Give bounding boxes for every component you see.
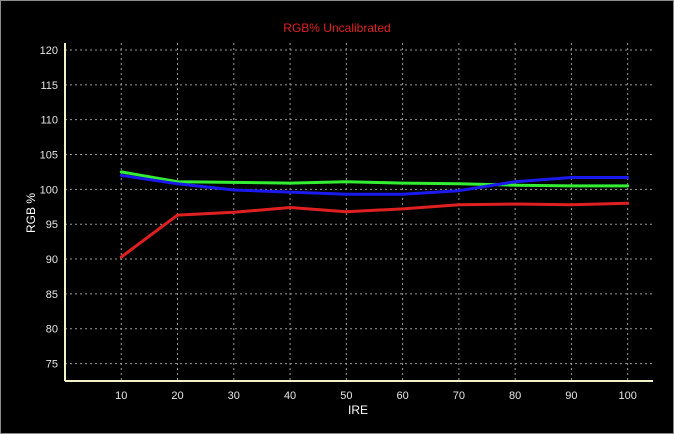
x-tick-label: 50	[340, 390, 352, 402]
y-tick-label: 110	[40, 115, 58, 127]
series-layer	[119, 170, 630, 259]
x-tick-label: 90	[565, 390, 577, 402]
x-tick-label: 70	[453, 390, 465, 402]
y-tick-label: 100	[40, 184, 58, 196]
grid	[65, 43, 653, 381]
x-tick-label: 100	[618, 390, 636, 402]
tick-labels: 75 80 85 90 95 100 105 110 115 120 10 20 30 40 50 60 70 8…	[40, 45, 637, 402]
green-series-line	[119, 170, 630, 188]
y-tick-label: 120	[40, 45, 58, 57]
chart-title: RGB% Uncalibrated	[283, 21, 390, 35]
y-tick-label: 85	[46, 289, 58, 301]
x-tick-label: 60	[396, 390, 408, 402]
x-tick-label: 80	[509, 390, 521, 402]
x-tick-label: 30	[228, 390, 240, 402]
y-tick-label: 90	[46, 254, 58, 266]
y-tick-label: 115	[40, 80, 58, 92]
x-tick-label: 10	[115, 390, 127, 402]
x-axis-label: IRE	[348, 403, 368, 417]
y-axis-label: RGB %	[24, 193, 38, 233]
y-tick-label: 75	[46, 359, 58, 371]
blue-series-line	[119, 173, 630, 196]
red-series-line	[119, 201, 630, 259]
y-tick-label: 105	[40, 150, 58, 162]
x-tick-label: 20	[171, 390, 183, 402]
y-tick-label: 95	[46, 219, 58, 231]
x-tick-label: 40	[284, 390, 296, 402]
y-tick-label: 80	[46, 324, 58, 336]
